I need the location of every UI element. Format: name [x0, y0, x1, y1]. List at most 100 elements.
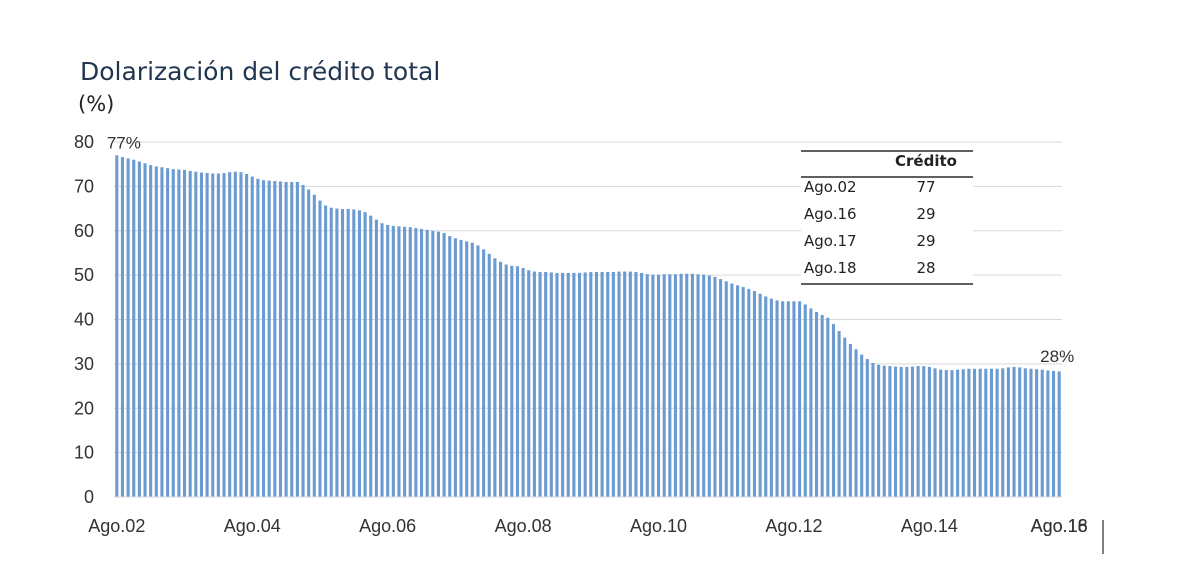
table-row-label: Ago.18 — [804, 259, 857, 277]
y-tick-label: 20 — [74, 398, 94, 418]
table-header: Crédito — [895, 152, 957, 170]
x-tick-label: Ago.08 — [495, 516, 552, 536]
table-cell: 28 — [916, 259, 935, 277]
bar — [707, 275, 711, 497]
bar — [764, 296, 768, 497]
bar — [329, 207, 333, 498]
bar — [786, 301, 790, 497]
bar — [521, 268, 525, 497]
bar — [713, 276, 717, 497]
bar — [939, 369, 943, 497]
bar — [515, 266, 520, 497]
bars — [115, 155, 1061, 498]
bar — [1035, 369, 1039, 497]
bar — [566, 272, 570, 497]
bar — [690, 273, 694, 497]
bar — [673, 274, 678, 497]
bar — [837, 331, 841, 497]
bar — [312, 194, 316, 497]
table-cell: 29 — [916, 232, 935, 250]
x-tick-label: Ago.10 — [630, 516, 687, 536]
bar — [893, 366, 898, 497]
bar — [284, 181, 288, 497]
bar — [741, 287, 745, 497]
bar — [1040, 369, 1044, 497]
table-cell: 77 — [916, 178, 935, 196]
bar — [956, 369, 960, 497]
bar — [758, 293, 762, 497]
bar — [386, 224, 390, 498]
bar — [414, 228, 418, 497]
bar — [645, 274, 649, 497]
bar — [600, 272, 604, 497]
bar — [182, 169, 187, 497]
bar — [397, 226, 401, 497]
bar — [995, 368, 999, 497]
bar — [640, 272, 644, 497]
bar — [273, 181, 277, 498]
bar — [448, 236, 452, 497]
bar — [1018, 367, 1022, 497]
chart-unit: (%) — [78, 92, 114, 116]
bar — [482, 249, 486, 497]
bar — [267, 180, 271, 498]
x-tick-label: Ago.12 — [765, 516, 822, 536]
bar — [374, 219, 378, 497]
bar — [132, 159, 136, 497]
bar — [888, 366, 892, 497]
bar — [555, 272, 559, 497]
bar — [154, 166, 158, 497]
y-tick-label: 40 — [74, 310, 94, 330]
bar — [899, 366, 903, 497]
bar — [487, 253, 491, 497]
bar — [967, 368, 971, 497]
bar — [1012, 366, 1016, 497]
bar — [233, 171, 237, 498]
bar — [137, 161, 141, 497]
bar — [561, 272, 565, 497]
bar — [775, 300, 779, 497]
bar — [724, 281, 728, 497]
bar — [803, 304, 807, 497]
bar — [854, 349, 858, 497]
gridlines — [114, 141, 1062, 498]
y-tick-label: 70 — [74, 176, 94, 196]
bar — [826, 317, 830, 497]
x-tick-label: Ago.18 — [1031, 516, 1088, 536]
bar — [809, 308, 813, 497]
bar — [177, 169, 181, 497]
bar — [166, 168, 170, 497]
bar — [363, 212, 367, 498]
bar — [668, 274, 672, 497]
bar — [984, 368, 988, 497]
bar — [250, 176, 254, 498]
bar — [628, 271, 632, 497]
bar — [335, 208, 339, 497]
bar — [792, 301, 796, 497]
bar — [510, 265, 514, 497]
bar — [1006, 367, 1010, 497]
bar — [871, 362, 875, 497]
bar — [261, 180, 266, 497]
bar — [538, 272, 542, 497]
table-row-label: Ago.16 — [804, 205, 857, 223]
bar — [357, 210, 362, 497]
bar — [408, 227, 412, 497]
bar — [544, 272, 548, 497]
y-tick-label: 10 — [74, 443, 94, 463]
bar — [685, 273, 689, 497]
y-tick-label: 80 — [74, 132, 94, 152]
bar — [1023, 368, 1027, 497]
bar — [662, 274, 666, 497]
bar — [228, 172, 232, 497]
bar — [465, 241, 469, 497]
y-axis: 0 10 20 30 40 50 60 70 80 — [74, 132, 94, 507]
bar — [679, 273, 683, 497]
bar — [634, 272, 638, 497]
bar — [290, 181, 294, 497]
bar — [295, 181, 299, 497]
bar — [278, 181, 283, 498]
bar — [978, 368, 982, 497]
bar — [205, 173, 209, 497]
bar — [459, 240, 463, 497]
